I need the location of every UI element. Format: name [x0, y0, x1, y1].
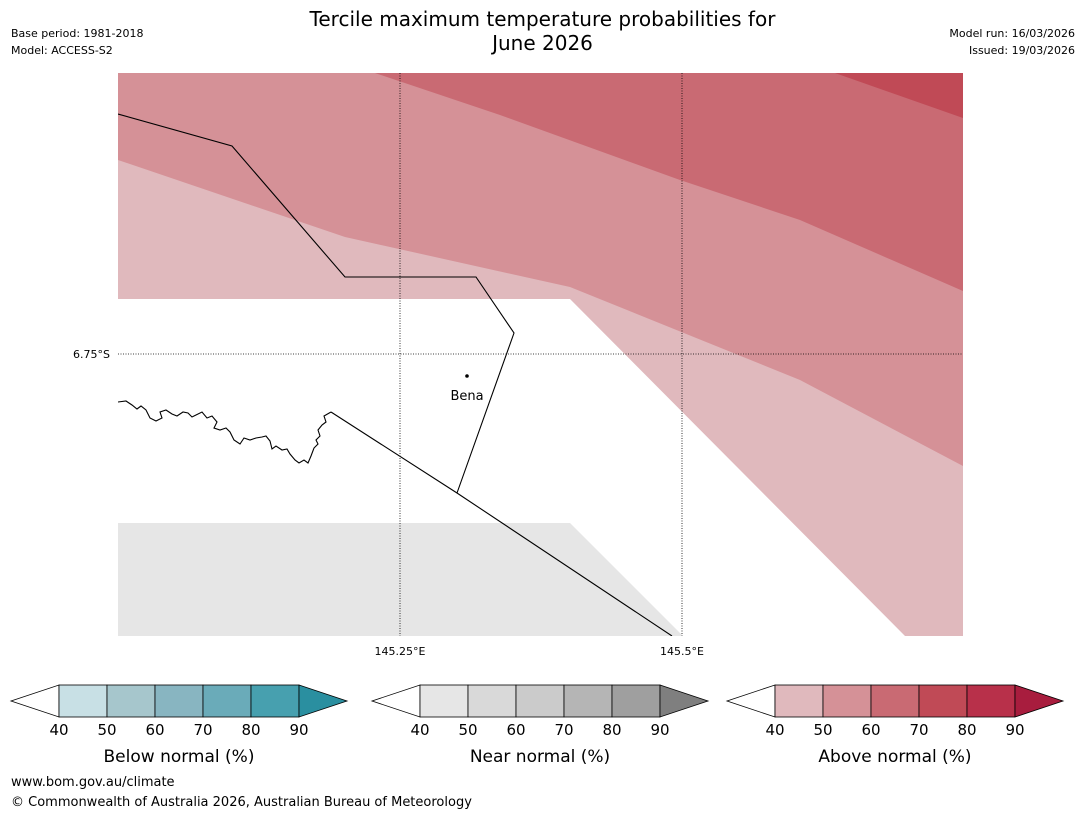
probability-fills — [118, 73, 963, 636]
map-title: Tercile maximum temperature probabilitie… — [0, 7, 1085, 55]
footer-url[interactable]: www.bom.gov.au/climate — [11, 775, 175, 790]
coastline — [118, 400, 332, 464]
legend-near-tick-60: 60 — [506, 721, 525, 739]
legend-below-label: Below normal (%) — [104, 747, 255, 767]
title-line-2: June 2026 — [492, 31, 593, 55]
base-period: Base period: 1981-2018 — [11, 27, 144, 40]
legend-below-tick-40: 40 — [49, 721, 68, 739]
legend-near-tick-80: 80 — [602, 721, 621, 739]
legend-above-tick-50: 50 — [813, 721, 832, 739]
bena-marker — [465, 374, 469, 378]
legend-below-tick-70: 70 — [193, 721, 212, 739]
near-normal-40-band — [118, 523, 683, 636]
above-normal-80-band — [835, 73, 963, 118]
legend-above-tick-40: 40 — [765, 721, 784, 739]
legend-below-tick-60: 60 — [145, 721, 164, 739]
title-line-1: Tercile maximum temperature probabilitie… — [309, 7, 776, 31]
meta-right: Model run: 16/03/2026 Issued: 19/03/2026 — [949, 25, 1075, 59]
issued-date: Issued: 19/03/2026 — [968, 44, 1075, 57]
legend-near-swatch-1 — [419, 684, 469, 718]
legend-below-swatch-4 — [202, 684, 252, 718]
legend-near: 40 50 60 70 80 90 Near normal (%) — [370, 684, 710, 767]
legend-near-over-arrow — [659, 684, 710, 718]
legend-below-swatch-5 — [250, 684, 300, 718]
longitude-label-2: 145.5°E — [660, 645, 704, 658]
legend-above-tick-60: 60 — [861, 721, 880, 739]
legend-above-tick-90: 90 — [1005, 721, 1024, 739]
legend-above-over-arrow — [1014, 684, 1065, 718]
legend-above-swatch-4 — [918, 684, 968, 718]
footer-copyright: © Commonwealth of Australia 2026, Austra… — [11, 795, 472, 810]
legend-near-swatch-5 — [611, 684, 661, 718]
legend-below-over-arrow — [298, 684, 349, 718]
legend-near-swatch-2 — [467, 684, 517, 718]
latitude-label: 6.75°S — [73, 348, 110, 361]
legend-near-tick-40: 40 — [410, 721, 429, 739]
bena-label: Bena — [450, 389, 483, 404]
legend-above-tick-70: 70 — [909, 721, 928, 739]
legend-below-tick-80: 80 — [241, 721, 260, 739]
legend-above-swatch-5 — [966, 684, 1016, 718]
legend-near-swatch-3 — [515, 684, 565, 718]
legend-above-label: Above normal (%) — [818, 747, 971, 767]
forecast-map: Bena 6.75°S 145.25°E 145.5°E — [73, 73, 963, 658]
model-name: Model: ACCESS-S2 — [11, 44, 113, 57]
meta-left: Base period: 1981-2018 Model: ACCESS-S2 — [11, 25, 143, 59]
legend-below-tick-50: 50 — [97, 721, 116, 739]
longitude-label-1: 145.25°E — [375, 645, 426, 658]
legend-above-swatch-3 — [870, 684, 920, 718]
legend-above-tick-80: 80 — [957, 721, 976, 739]
legend-below-swatch-1 — [58, 684, 108, 718]
legend-above: 40 50 60 70 80 90 Above normal (%) — [725, 684, 1065, 767]
legend-below-tick-90: 90 — [289, 721, 308, 739]
legend-near-tick-90: 90 — [650, 721, 669, 739]
legend-below: 40 50 60 70 80 90 Below normal (%) — [9, 684, 349, 767]
legend-below-swatch-3 — [154, 684, 204, 718]
legend-near-tick-50: 50 — [458, 721, 477, 739]
legend-near-under-arrow — [370, 684, 421, 718]
legend-near-label: Near normal (%) — [470, 747, 610, 767]
above-normal-60-band — [375, 73, 963, 291]
legend-above-swatch-2 — [822, 684, 872, 718]
legend-above-under-arrow — [725, 684, 776, 718]
legend-below-swatch-2 — [106, 684, 156, 718]
legend-panel: 40 50 60 70 80 90 Below normal (%) 40 50… — [9, 684, 1065, 767]
legend-near-swatch-4 — [563, 684, 613, 718]
province-border-lower — [330, 411, 673, 636]
province-border — [118, 113, 515, 494]
model-run: Model run: 16/03/2026 — [949, 27, 1075, 40]
legend-near-tick-70: 70 — [554, 721, 573, 739]
legend-above-swatch-1 — [774, 684, 824, 718]
legend-below-under-arrow — [9, 684, 60, 718]
